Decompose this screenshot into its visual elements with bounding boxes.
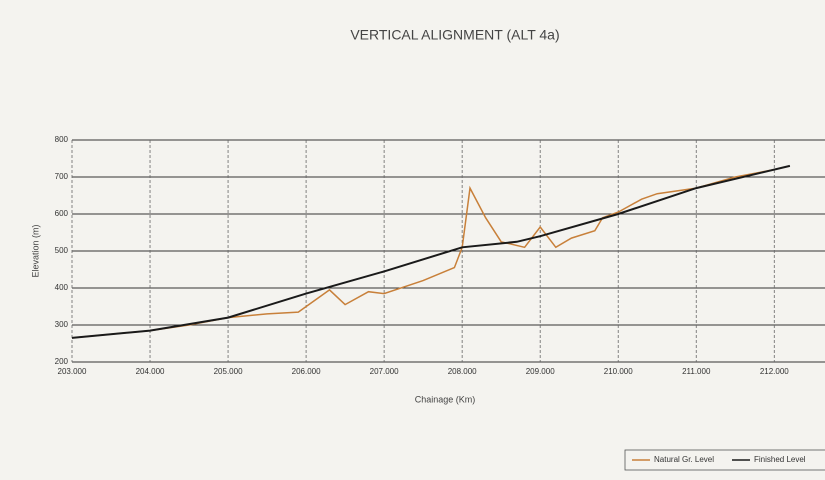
chart-title: VERTICAL ALIGNMENT (ALT 4a) bbox=[350, 27, 559, 43]
x-tick-label: 206.000 bbox=[292, 367, 321, 376]
y-tick-label: 300 bbox=[55, 320, 69, 329]
series-line bbox=[71, 164, 791, 339]
y-tick-label: 700 bbox=[55, 172, 69, 181]
y-axis-label: Elevation (m) bbox=[30, 224, 40, 277]
x-tick-label: 203.000 bbox=[58, 367, 87, 376]
x-axis-label: Chainage (Km) bbox=[415, 394, 476, 404]
x-tick-label: 204.000 bbox=[136, 367, 165, 376]
x-tick-label: 210.000 bbox=[604, 367, 633, 376]
x-tick-label: 207.000 bbox=[370, 367, 399, 376]
y-tick-label: 600 bbox=[55, 209, 69, 218]
legend-label: Natural Gr. Level bbox=[654, 455, 714, 464]
legend-label: Finished Level bbox=[754, 455, 806, 464]
legend-box bbox=[624, 449, 825, 471]
x-tick-label: 205.000 bbox=[214, 367, 243, 376]
y-tick-label: 500 bbox=[55, 246, 69, 255]
x-tick-label: 208.000 bbox=[448, 367, 477, 376]
x-tick-label: 212.000 bbox=[760, 367, 789, 376]
x-tick-label: 209.000 bbox=[526, 367, 555, 376]
y-tick-label: 200 bbox=[55, 357, 69, 366]
x-tick-label: 211.000 bbox=[682, 367, 711, 376]
y-tick-label: 400 bbox=[55, 283, 69, 292]
y-tick-label: 800 bbox=[55, 135, 69, 144]
series-line bbox=[71, 168, 775, 339]
